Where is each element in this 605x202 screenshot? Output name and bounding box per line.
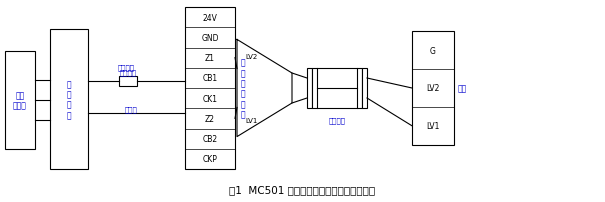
Bar (412, 32, 454, 145)
Bar (5, 52, 35, 149)
Text: 24V: 24V (203, 14, 217, 22)
Text: 输
入
模
块: 输 入 模 块 (67, 80, 71, 120)
Text: 总线
控制器: 总线 控制器 (13, 91, 27, 110)
Text: 普通电缆: 普通电缆 (329, 117, 345, 124)
Bar (362, 69, 367, 108)
Text: 微
电
脑
处
理
器: 微 电 脑 处 理 器 (241, 58, 245, 119)
Text: 软屏电缆: 软屏电缆 (118, 64, 135, 71)
Text: LV2: LV2 (427, 84, 440, 93)
Text: G: G (430, 46, 436, 55)
Bar (50, 30, 88, 169)
Bar (312, 69, 317, 108)
Text: 反馈线: 反馈线 (125, 106, 138, 113)
Text: 终端: 终端 (457, 84, 466, 93)
Text: CB1: CB1 (203, 74, 218, 83)
Text: LV1: LV1 (245, 117, 257, 123)
Text: CB2: CB2 (203, 135, 218, 143)
Text: 图1  MC501 微电脑处理器与模块接线示意图: 图1 MC501 微电脑处理器与模块接线示意图 (229, 184, 376, 194)
Text: LV2: LV2 (245, 54, 257, 60)
Bar (185, 8, 235, 169)
Bar (119, 76, 137, 86)
Bar (307, 69, 312, 108)
Text: CK1: CK1 (203, 94, 218, 103)
Text: GND: GND (201, 34, 219, 43)
Text: LV1: LV1 (427, 122, 440, 131)
Text: Z1: Z1 (205, 54, 215, 63)
Text: Z2: Z2 (205, 114, 215, 123)
Text: 取样电阻: 取样电阻 (119, 69, 136, 76)
Bar (357, 69, 362, 108)
Text: CKP: CKP (203, 155, 217, 164)
